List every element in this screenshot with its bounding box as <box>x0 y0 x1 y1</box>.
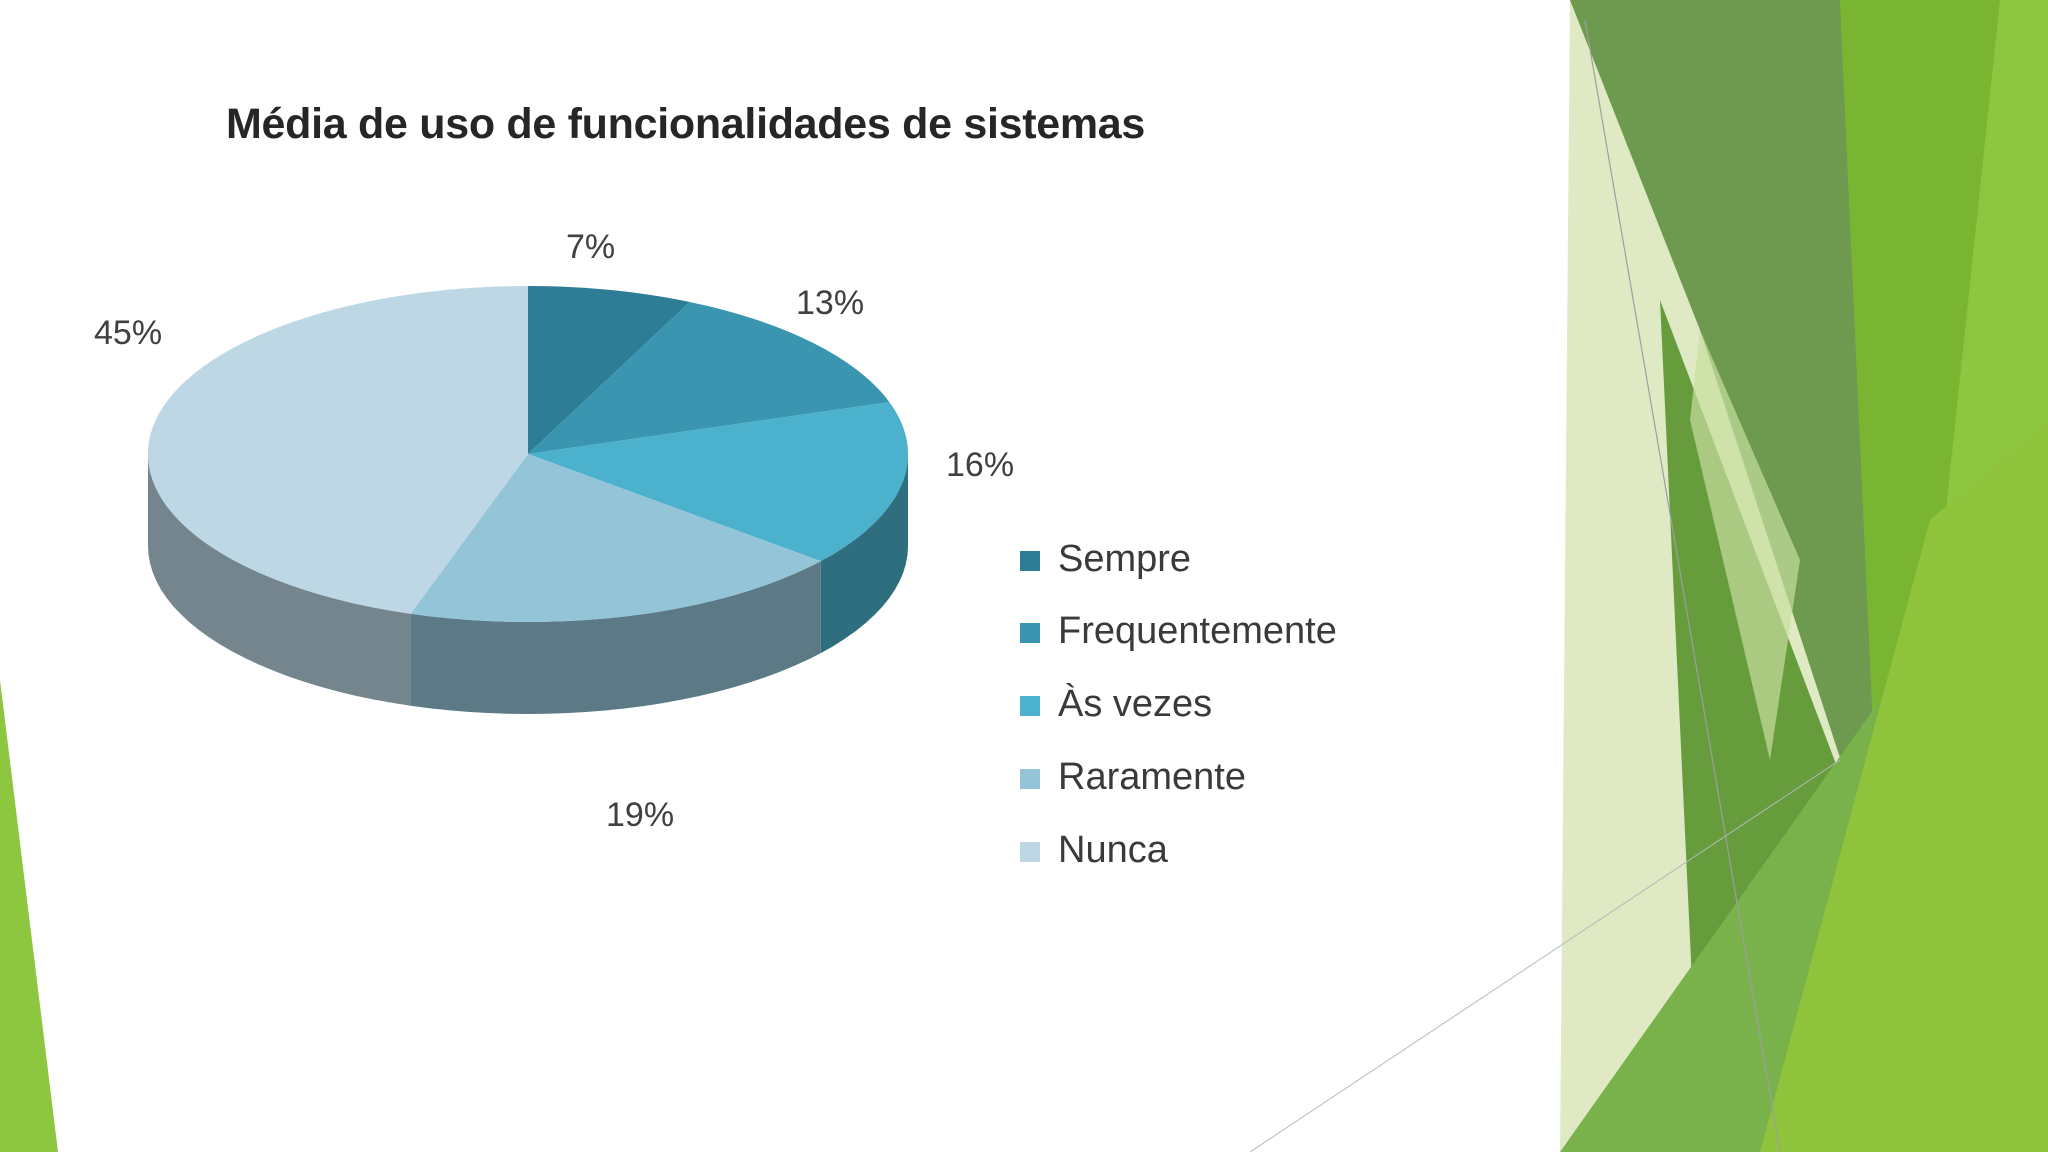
deco-line-1 <box>1584 19 1781 1152</box>
legend-label-as-vezes: Às vezes <box>1058 683 1213 725</box>
pie-slice-frequentemente <box>528 302 890 454</box>
chart-title: Média de uso de funcionalidades de siste… <box>226 100 1146 148</box>
pie-slice-sempre <box>528 286 690 454</box>
right-facet-8 <box>1690 330 1800 760</box>
pie-slice-nunca <box>147 285 528 614</box>
pie-side-as-vezes <box>820 454 908 654</box>
legend-label-sempre: Sempre <box>1058 538 1192 580</box>
pie-side-nunca <box>148 454 411 706</box>
legend-swatch-nunca <box>1020 842 1040 862</box>
legend-swatch-frequentemente <box>1020 623 1040 643</box>
data-label-nunca: 45% <box>94 314 163 352</box>
data-label-sempre: 7% <box>566 228 616 266</box>
pie-slice-raramente <box>410 454 821 623</box>
data-label-as-vezes: 16% <box>946 446 1015 484</box>
legend-label-nunca: Nunca <box>1058 829 1168 871</box>
right-facet-4 <box>1840 0 2000 880</box>
legend-swatch-sempre <box>1020 551 1040 571</box>
legend-swatch-raramente <box>1020 769 1040 789</box>
left-accent-shape <box>0 680 58 1152</box>
pie-slice-as-vezes <box>528 402 908 562</box>
legend-label-raramente: Raramente <box>1058 756 1246 798</box>
legend-label-frequentemente: Frequentemente <box>1058 610 1337 652</box>
right-facet-7 <box>1760 420 2048 1152</box>
data-label-raramente: 19% <box>606 796 675 834</box>
data-label-frequentemente: 13% <box>796 284 865 322</box>
pie-side-raramente <box>410 561 821 714</box>
right-facet-2 <box>1570 0 1880 880</box>
deco-line-2 <box>1249 759 1841 1152</box>
legend-swatch-as-vezes <box>1020 696 1040 716</box>
